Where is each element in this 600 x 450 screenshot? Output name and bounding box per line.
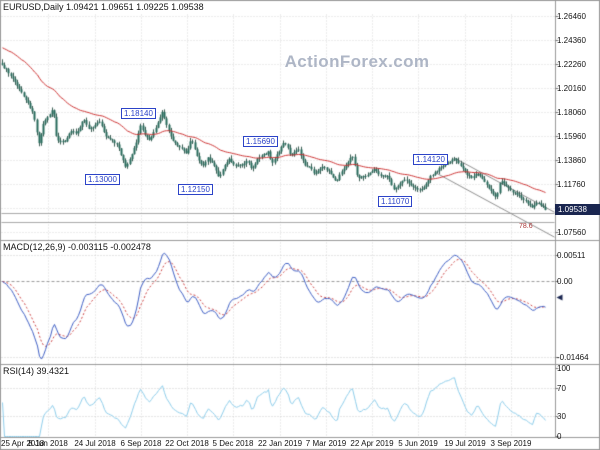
- price-axis-label: 1.26460: [557, 12, 586, 21]
- rsi-axis-label: 100: [557, 364, 571, 373]
- date-axis-label: 8 Jun 2018: [28, 439, 68, 448]
- macd-axis-label: 0.00: [557, 277, 573, 286]
- macd-indicator-label: MACD(12,26,9) -0.003115 -0.002478: [3, 242, 151, 252]
- price-axis-label: 1.18060: [557, 108, 586, 117]
- price-axis-label: 1.15960: [557, 132, 586, 141]
- price-axis-label: 1.22260: [557, 60, 586, 69]
- fib-level-label: 78.6: [519, 223, 533, 230]
- date-axis-label: 22 Jan 2019: [257, 439, 303, 448]
- price-axis-label: 1.24360: [557, 36, 586, 45]
- price-axis-label: 1.20160: [557, 84, 586, 93]
- rsi-indicator-label: RSI(14) 39.4321: [3, 366, 70, 376]
- swing-price-label[interactable]: 1.12150: [178, 184, 213, 195]
- date-axis-label: 5 Dec 2018: [212, 439, 254, 448]
- date-axis-label: 5 Jun 2019: [398, 439, 438, 448]
- swing-price-label[interactable]: 1.14120: [413, 154, 448, 165]
- price-axis-label: 1.11760: [557, 180, 586, 189]
- swing-price-label[interactable]: 1.18140: [121, 108, 156, 119]
- rsi-axis-label: 30: [557, 412, 566, 421]
- rsi-axis-label: 70: [557, 384, 566, 393]
- date-axis-label: 24 Jul 2018: [74, 439, 116, 448]
- price-axis-label: 1.07560: [557, 228, 586, 237]
- date-axis-label: 7 Mar 2019: [305, 439, 347, 448]
- price-axis-label: 1.13860: [557, 156, 586, 165]
- current-price-marker: 1.09538: [555, 204, 600, 215]
- date-axis-label: 25 Apr 2018: [1, 439, 45, 448]
- swing-price-label[interactable]: 1.13000: [85, 174, 120, 185]
- date-axis-label: 19 Jul 2019: [444, 439, 486, 448]
- chart-title: EURUSD,Daily 1.09421 1.09651 1.09225 1.0…: [3, 2, 204, 12]
- date-axis-label: 22 Apr 2019: [350, 439, 394, 448]
- macd-axis-label: -0.01464: [557, 353, 589, 362]
- watermark: ActionForex.com: [284, 52, 430, 71]
- date-axis-label: 22 Oct 2018: [165, 439, 209, 448]
- swing-price-label[interactable]: 1.11070: [378, 196, 413, 207]
- swing-price-label[interactable]: 1.15690: [243, 136, 278, 147]
- date-axis-label: 6 Sep 2018: [120, 439, 162, 448]
- macd-axis-label: 0.00511: [557, 251, 586, 260]
- rsi-axis-label: 0: [557, 432, 562, 441]
- date-axis-label: 3 Sep 2019: [490, 439, 532, 448]
